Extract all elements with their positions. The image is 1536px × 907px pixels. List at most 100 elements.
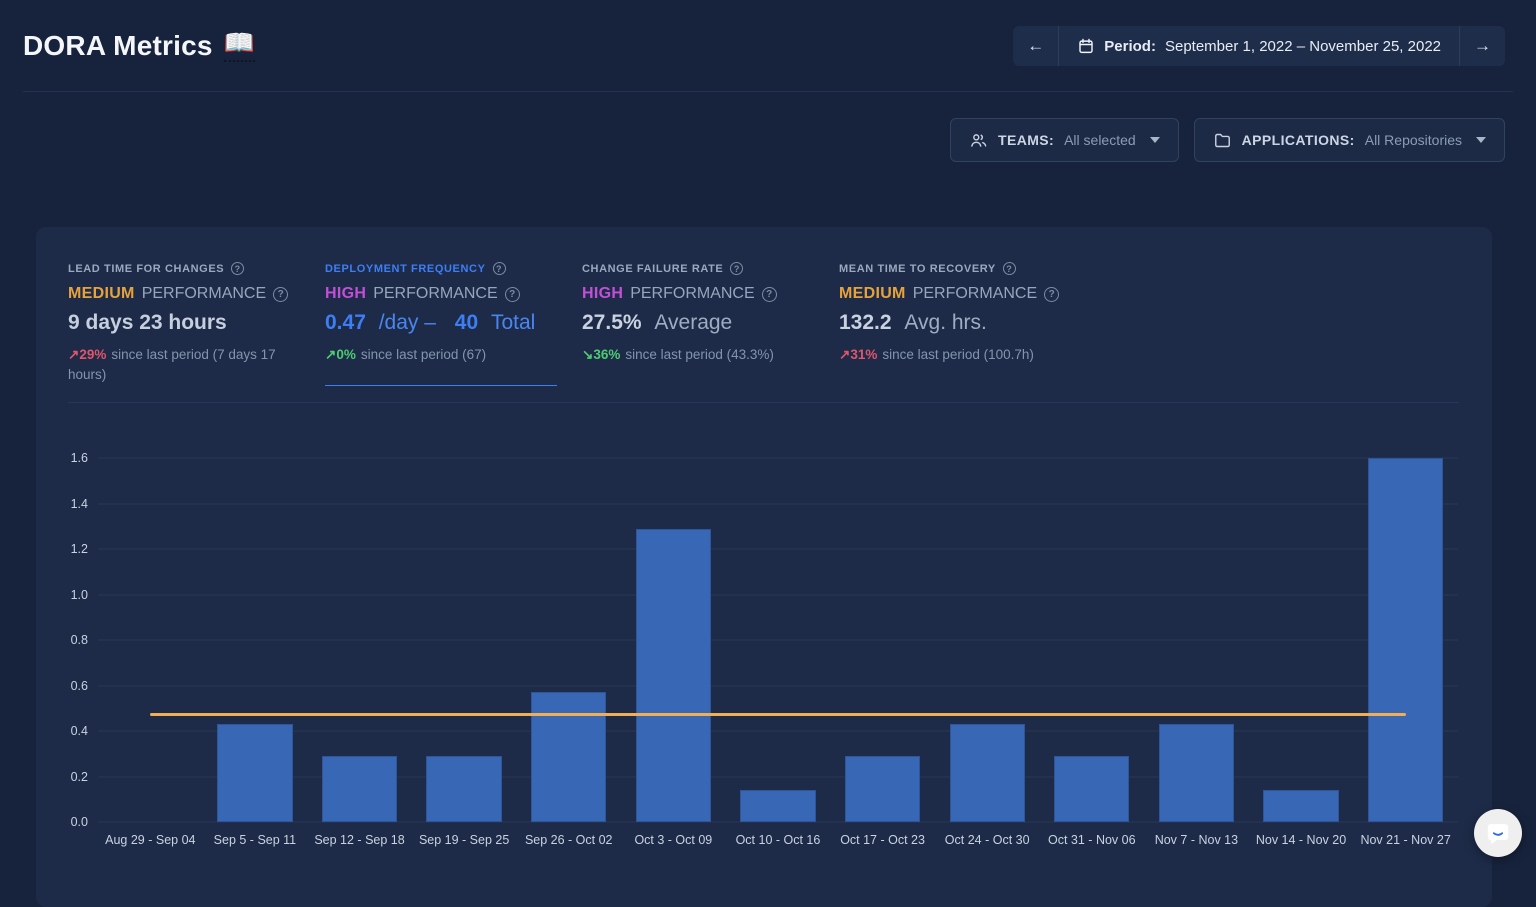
help-icon[interactable]: ? <box>1044 287 1059 302</box>
performance-word: PERFORMANCE <box>142 285 266 303</box>
book-emoji-icon[interactable]: 📖 <box>224 30 255 62</box>
metric-cards-row: LEAD TIME FOR CHANGES ? MEDIUM PERFORMAN… <box>36 227 1492 386</box>
help-icon[interactable]: ? <box>231 262 244 275</box>
metric-value-number: 132.2 <box>839 311 892 334</box>
metric-value: 9 days 23 hours <box>68 311 303 335</box>
y-axis-tick-label: 1.0 <box>71 588 88 602</box>
change-percent-value: 0% <box>336 347 356 362</box>
metric-title: DEPLOYMENT FREQUENCY <box>325 263 486 275</box>
next-period-button[interactable]: → <box>1460 26 1505 66</box>
chart-bar[interactable] <box>531 692 606 822</box>
change-percent-value: 36% <box>593 347 620 362</box>
help-icon[interactable]: ? <box>730 262 743 275</box>
chart-bar-column[interactable] <box>412 458 517 822</box>
performance-word: PERFORMANCE <box>630 285 754 303</box>
chart-bar[interactable] <box>845 756 920 822</box>
performance-row: MEDIUM PERFORMANCE ? <box>68 285 303 303</box>
help-icon[interactable]: ? <box>1003 262 1016 275</box>
y-axis-tick-label: 0.8 <box>71 633 88 647</box>
people-icon <box>969 131 988 150</box>
x-axis-label: Oct 17 - Oct 23 <box>830 833 935 847</box>
chart-bar[interactable] <box>740 790 815 822</box>
metric-value-number: 9 days 23 hours <box>68 311 227 334</box>
metric-title: MEAN TIME TO RECOVERY <box>839 263 996 275</box>
filters-row: TEAMS: All selected APPLICATIONS: All Re… <box>0 92 1536 162</box>
dora-metrics-dashboard: DORA Metrics 📖 ← Period: September 1, 20… <box>0 0 1536 872</box>
teams-filter-label: TEAMS: <box>998 132 1054 148</box>
chart-bar-column[interactable] <box>935 458 1040 822</box>
chart-bar-column[interactable] <box>307 458 412 822</box>
y-axis-tick-label: 0.4 <box>71 724 88 738</box>
change-text: since last period (67) <box>361 347 486 362</box>
metric-card-deployment-frequency[interactable]: DEPLOYMENT FREQUENCY ? HIGH PERFORMANCE … <box>325 262 582 386</box>
metric-change: ↗29%since last period (7 days 17 hours) <box>68 345 303 386</box>
chart-bar[interactable] <box>217 724 292 822</box>
help-icon[interactable]: ? <box>493 262 506 275</box>
y-axis-tick-label: 0.2 <box>71 770 88 784</box>
period-value: September 1, 2022 – November 25, 2022 <box>1165 38 1441 55</box>
chart-bar-column[interactable] <box>726 458 831 822</box>
metric-card-mean-time-to-recovery[interactable]: MEAN TIME TO RECOVERY ? MEDIUM PERFORMAN… <box>839 262 1096 386</box>
change-percent-value: 29% <box>79 347 106 362</box>
metric-change: ↘36%since last period (43.3%) <box>582 345 817 365</box>
performance-level: MEDIUM <box>839 285 906 303</box>
metric-title-row: MEAN TIME TO RECOVERY ? <box>839 262 1074 275</box>
applications-filter-dropdown[interactable]: APPLICATIONS: All Repositories <box>1194 118 1505 162</box>
change-percent: ↗31% <box>839 347 877 362</box>
chart-bar-column[interactable] <box>1249 458 1354 822</box>
chat-launcher-button[interactable] <box>1474 809 1522 857</box>
metric-value: 132.2 Avg. hrs. <box>839 311 1074 335</box>
chart-bar[interactable] <box>1054 756 1129 822</box>
chart-bar-column[interactable] <box>1353 458 1458 822</box>
folder-icon <box>1213 131 1232 150</box>
help-icon[interactable]: ? <box>273 287 288 302</box>
period-display[interactable]: Period: September 1, 2022 – November 25,… <box>1058 26 1460 66</box>
metrics-divider <box>68 402 1459 403</box>
help-icon[interactable]: ? <box>762 287 777 302</box>
help-icon[interactable]: ? <box>505 287 520 302</box>
x-axis-label: Nov 21 - Nov 27 <box>1353 833 1458 847</box>
chart-bar[interactable] <box>1159 724 1234 822</box>
metric-card-lead-time-for-changes[interactable]: LEAD TIME FOR CHANGES ? MEDIUM PERFORMAN… <box>68 262 325 386</box>
chart-bar[interactable] <box>950 724 1025 822</box>
chart-bar[interactable] <box>322 756 397 822</box>
applications-filter-value: All Repositories <box>1365 132 1462 148</box>
metric-card-change-failure-rate[interactable]: CHANGE FAILURE RATE ? HIGH PERFORMANCE ?… <box>582 262 839 386</box>
chart-bar-column[interactable] <box>203 458 308 822</box>
chart-bar[interactable] <box>636 529 711 822</box>
performance-word: PERFORMANCE <box>913 285 1037 303</box>
x-axis-label: Oct 3 - Oct 09 <box>621 833 726 847</box>
metric-value-number: 0.47 <box>325 311 366 334</box>
metric-change: ↗31% since last period (100.7h) <box>839 345 1074 365</box>
chart-bar[interactable] <box>426 756 501 822</box>
performance-level: MEDIUM <box>68 285 135 303</box>
trend-up-icon: ↗ <box>839 347 850 362</box>
metrics-panel: LEAD TIME FOR CHANGES ? MEDIUM PERFORMAN… <box>36 227 1492 907</box>
previous-period-button[interactable]: ← <box>1013 26 1058 66</box>
chart-bar-column[interactable] <box>1039 458 1144 822</box>
chart-bar[interactable] <box>1263 790 1338 822</box>
chart-bar-column[interactable] <box>830 458 935 822</box>
metric-title: LEAD TIME FOR CHANGES <box>68 263 224 275</box>
teams-filter-dropdown[interactable]: TEAMS: All selected <box>950 118 1179 162</box>
x-axis-label: Oct 24 - Oct 30 <box>935 833 1040 847</box>
selected-metric-underline <box>325 385 557 386</box>
x-axis-label: Aug 29 - Sep 04 <box>98 833 203 847</box>
calendar-icon <box>1077 37 1095 55</box>
change-percent-value: 31% <box>850 347 877 362</box>
metric-title: CHANGE FAILURE RATE <box>582 263 723 275</box>
chart-bar-column[interactable] <box>98 458 203 822</box>
metric-value-unit: Average <box>654 311 732 334</box>
chart-bars <box>98 458 1458 822</box>
y-axis-tick-label: 1.4 <box>71 497 88 511</box>
header: DORA Metrics 📖 ← Period: September 1, 20… <box>0 0 1536 66</box>
chart-bar-column[interactable] <box>621 458 726 822</box>
chart-bar-column[interactable] <box>516 458 621 822</box>
metric-title-row: CHANGE FAILURE RATE ? <box>582 262 817 275</box>
page-title-text: DORA Metrics <box>23 30 213 62</box>
change-percent: ↗0% <box>325 347 356 362</box>
chart-bar[interactable] <box>1368 458 1443 822</box>
chart-bar-column[interactable] <box>1144 458 1249 822</box>
change-text: since last period (100.7h) <box>882 347 1034 362</box>
x-axis-label: Sep 5 - Sep 11 <box>203 833 308 847</box>
